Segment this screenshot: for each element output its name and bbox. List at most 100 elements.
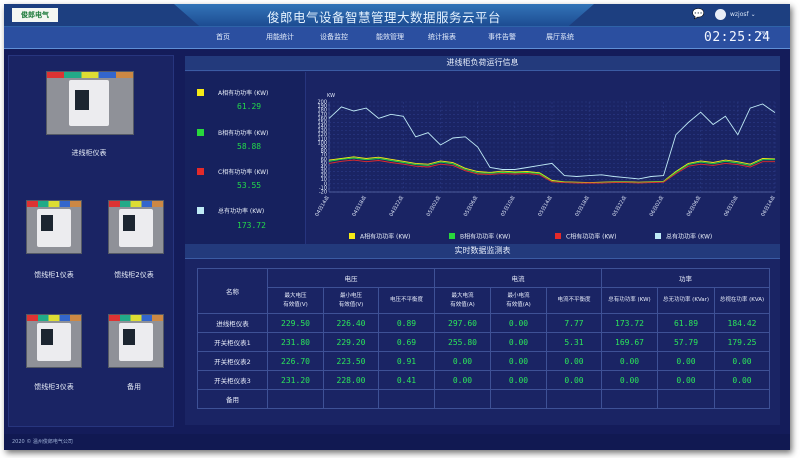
table-row[interactable]: 进线柜仪表 229.50 226.40 0.89 297.60 0.00 7.77 173.7… (197, 313, 770, 333)
legend-label: 总有功功率 (KW) (666, 233, 712, 241)
legend-swatch (555, 233, 561, 239)
device-label: 馈线柜2仪表 (114, 271, 154, 279)
value-cell: 7.77 (546, 313, 602, 333)
nav-item-reports[interactable]: 统计报表 (428, 33, 456, 41)
column-header: 最大电压 有效值(V) (267, 287, 324, 314)
chevron-down-icon: ⌄ (750, 11, 756, 18)
legend-label: A相有功功率 (KW) (360, 233, 410, 241)
legend-swatch (655, 233, 661, 239)
value-cell: 226.70 (267, 351, 324, 371)
table-row[interactable]: 开关柜仪表2 226.70 223.50 0.91 0.00 0.00 0.00 0.00 0.… (197, 351, 770, 371)
x-tick-label: 04日14点 (314, 195, 331, 218)
value-cell: 0.00 (546, 370, 602, 390)
y-tick-label: 20 (321, 173, 327, 179)
x-tick-label: 06日02点 (649, 195, 666, 218)
legend-label: C相有功功率 (KW) (566, 233, 616, 241)
device-photo[interactable] (108, 200, 164, 254)
column-header: 最小电压 有效值(V) (323, 287, 379, 314)
row-name-cell: 开关柜仪表3 (197, 370, 268, 390)
value-cell: 226.40 (323, 313, 379, 333)
device-photo[interactable] (26, 200, 82, 254)
app-title: 俊郎电气设备智慧管理大数据服务云平台 (266, 10, 501, 25)
table-row[interactable]: 开关柜仪表1 231.80 229.20 0.69 255.80 0.00 5.31 169.… (197, 332, 770, 352)
table-row[interactable]: 备用 (197, 389, 770, 409)
device-photo[interactable] (26, 314, 82, 368)
value-cell (601, 389, 658, 409)
value-cell (546, 389, 602, 409)
legend-swatch (349, 233, 355, 239)
nav-item-device-monitor[interactable]: 设备监控 (320, 33, 348, 41)
phase-b-label: B相有功功率 (KW) (218, 130, 269, 137)
y-tick-label: 120 (317, 132, 327, 138)
total-color-swatch (197, 207, 204, 214)
group-header-current: 电流 (434, 268, 602, 288)
nav-item-alarms[interactable]: 事件告警 (488, 33, 516, 41)
load-chart-panel: 进线柜负荷运行信息 A相有功功率 (KW) 61.29 B相有功功率 (KW) … (185, 56, 780, 244)
value-cell: 229.20 (323, 332, 379, 352)
legend-swatch (449, 233, 455, 239)
device-label: 进线柜仪表 (71, 149, 107, 157)
value-cell: 0.89 (378, 313, 435, 333)
y-tick-label: 100 (317, 140, 327, 146)
nav-item-efficiency[interactable]: 能效管理 (376, 33, 404, 41)
value-cell (490, 389, 547, 409)
column-header: 电压不平衡度 (378, 287, 435, 314)
value-cell (657, 389, 715, 409)
column-header: 最大电流 有效值(A) (434, 287, 491, 314)
y-tick-label: 60 (321, 157, 327, 163)
y-tick-label: -20 (319, 190, 327, 196)
phase-b-color-swatch (197, 129, 204, 136)
device-photo[interactable] (46, 71, 134, 135)
legend-label: B相有功功率 (KW) (460, 233, 510, 241)
device-label: 馈线柜3仪表 (34, 383, 74, 391)
panel-title: 进线柜负荷运行信息 (185, 56, 780, 71)
device-photo[interactable] (108, 314, 164, 368)
value-cell: 223.50 (323, 351, 379, 371)
total-value: 173.72 (237, 221, 266, 230)
value-cell: 0.00 (490, 313, 547, 333)
value-cell: 0.91 (378, 351, 435, 371)
footer: 2020 © 温州俊郎电气公司 (4, 434, 790, 450)
group-header-power: 功率 (601, 268, 770, 288)
nav-item-energy-stats[interactable]: 用能统计 (266, 33, 294, 41)
brand-logo[interactable]: 俊郎电气 (12, 8, 58, 22)
y-tick-label: 140 (317, 124, 327, 130)
panel-title: 实时数据监测表 (185, 244, 780, 259)
y-tick-label: 80 (321, 149, 327, 155)
value-cell: 184.42 (714, 313, 770, 333)
value-cell (323, 389, 379, 409)
row-name-cell: 开关柜仪表1 (197, 332, 268, 352)
table-subheader-row: 最大电压 有效值(V) 最小电压 有效值(V) 电压不平衡度 最大电流 有效值(A) 最小电流… (198, 287, 770, 314)
avatar[interactable] (715, 9, 726, 20)
column-header: 总无功功率 (KVar) (657, 287, 715, 314)
user-menu[interactable]: wzjosf ⌄ (730, 11, 756, 18)
user-name: wzjosf (730, 11, 749, 18)
device-label: 馈线柜1仪表 (34, 271, 74, 279)
value-cell: 0.00 (434, 370, 491, 390)
x-tick-label: 04日22点 (389, 195, 406, 218)
copyright-text: 2020 © 温州俊郎电气公司 (12, 439, 73, 445)
value-cell: 0.41 (378, 370, 435, 390)
y-tick-label: 0 (324, 181, 327, 187)
value-cell (378, 389, 435, 409)
y-tick-label: 70 (321, 153, 327, 159)
total-label: 总有功功率 (KW) (218, 208, 265, 215)
y-tick-label: 180 (317, 108, 327, 114)
nav-item-home[interactable]: 首页 (216, 33, 230, 41)
message-icon[interactable]: 💬 (692, 9, 705, 20)
value-cell: 0.69 (378, 332, 435, 352)
row-name-cell: 开关柜仪表2 (197, 351, 268, 371)
value-cell: 0.00 (490, 351, 547, 371)
value-cell: 231.80 (267, 332, 324, 352)
x-tick-label: 06日14点 (760, 195, 777, 218)
y-tick-label: 90 (321, 145, 327, 151)
table-row[interactable]: 开关柜仪表3 231.20 228.00 0.41 0.00 0.00 0.00 0.00 0.… (197, 370, 770, 390)
value-cell: 173.72 (601, 313, 658, 333)
column-header: 电流不平衡度 (546, 287, 602, 314)
y-tick-label: 10 (321, 177, 327, 183)
y-tick-label: 200 (317, 100, 327, 106)
y-tick-label: 40 (321, 165, 327, 171)
nav-item-showroom[interactable]: 展厅系统 (546, 33, 574, 41)
value-cell: 297.60 (434, 313, 491, 333)
title-band (174, 4, 594, 26)
